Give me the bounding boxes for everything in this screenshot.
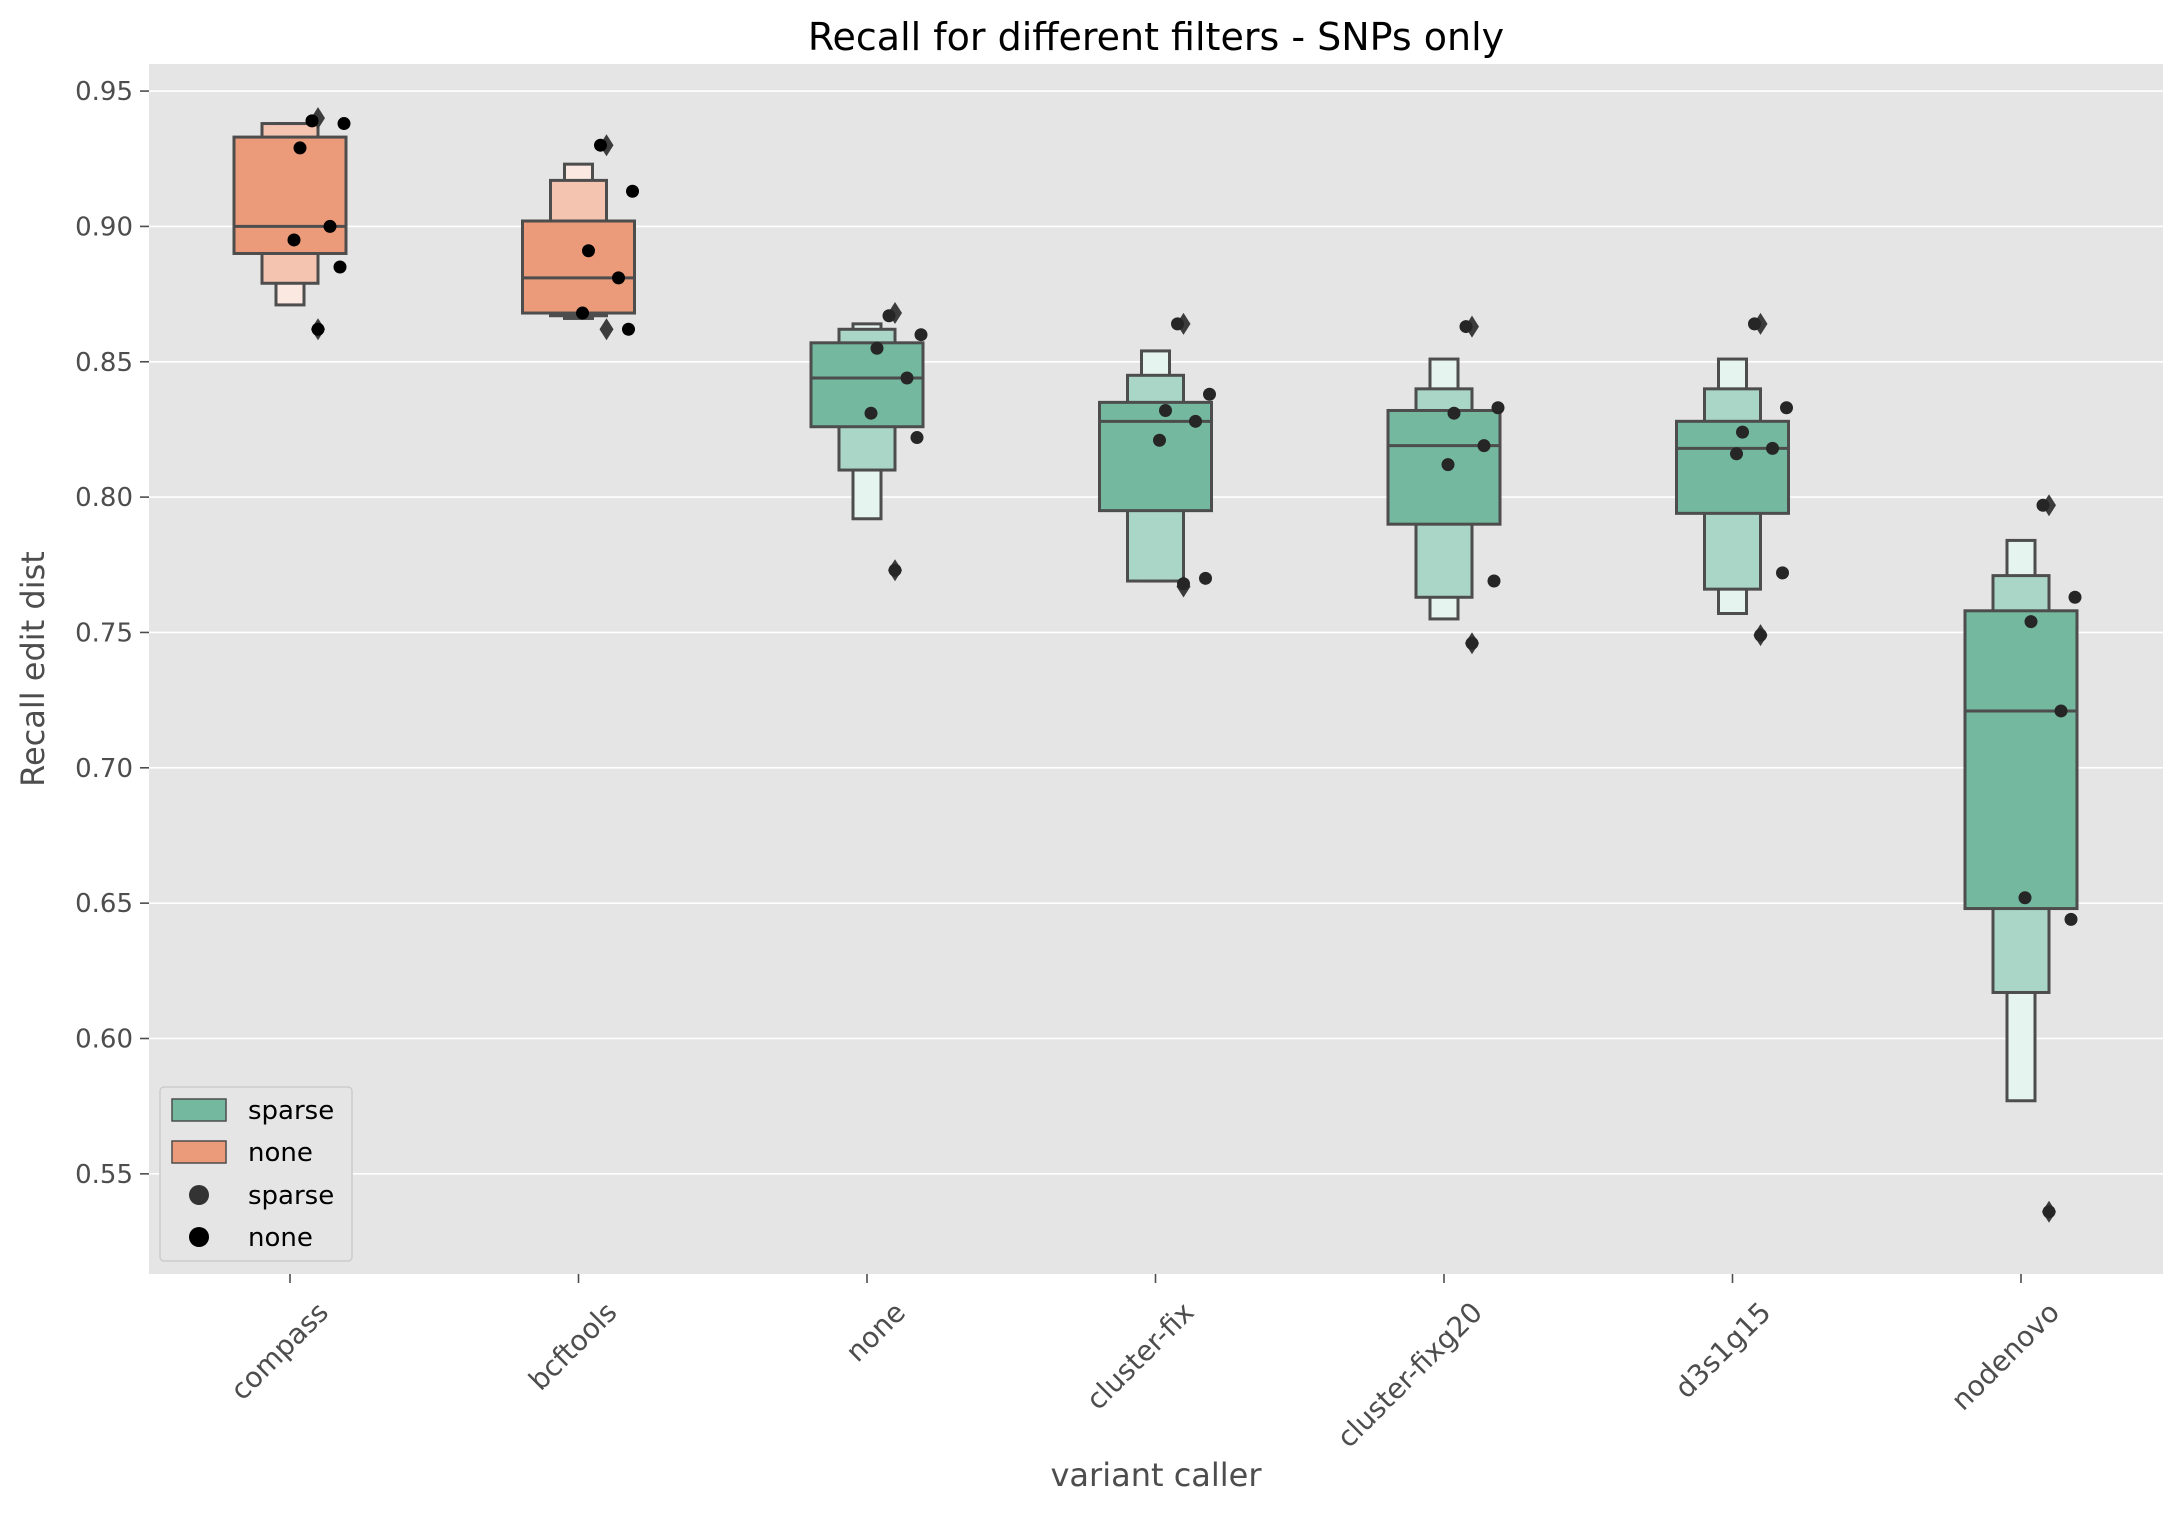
plot-area [149,64,2163,1274]
x-axis-label: variant caller [1050,1456,1262,1494]
y-tick-label: 0.80 [75,483,133,513]
data-point [323,219,337,233]
legend-label-none-marker: none [248,1223,313,1253]
data-point [305,114,319,128]
data-point [910,431,924,445]
y-tick-label: 0.85 [75,348,133,378]
data-point [1199,571,1212,585]
y-tick-label: 0.65 [75,889,133,919]
legend-patch-none [171,1140,227,1164]
data-point [1465,636,1479,650]
chart-title: Recall for different filters - SNPs only [808,15,1504,59]
legend-label-sparse-box: sparse [248,1096,334,1126]
data-point [293,141,307,155]
data-point [1754,628,1767,642]
strip-points [287,114,2082,1219]
data-point [1736,425,1749,439]
y-tick-label: 0.60 [75,1024,133,1054]
data-point [888,563,902,577]
data-point [1189,414,1202,428]
data-point [864,406,878,420]
outlier-marker [599,318,614,341]
data-point [1447,406,1461,420]
x-tick-label: cluster-fix [1080,1296,1201,1417]
data-point [914,328,928,342]
data-point [900,371,914,385]
legend-label-sparse-marker: sparse [248,1181,334,1211]
y-axis-label: Recall edit dist [14,551,52,787]
x-tick-label: compass [224,1296,335,1407]
y-tick-label: 0.75 [75,618,133,648]
data-point [287,233,301,247]
x-tick-label: d3s1g15 [1668,1296,1777,1405]
y-axis: 0.55 0.60 0.65 0.70 0.75 0.80 0.85 0.90 0.95 [75,77,149,1190]
x-tick-label: none [839,1296,912,1369]
data-point [1441,458,1455,472]
data-point [626,184,639,198]
boxen-box [1675,419,1790,515]
data-point [1487,574,1501,588]
data-point [2068,590,2082,604]
legend-label-none-box: none [248,1138,313,1168]
data-point [1776,566,1789,580]
data-point [2024,615,2038,629]
y-tick-label: 0.90 [75,212,133,242]
legend-marker-sparse [189,1185,209,1205]
data-point [1491,401,1505,415]
data-point [576,306,589,320]
data-point [337,117,351,131]
y-tick-label: 0.55 [75,1160,133,1190]
legend: sparse none sparse none [159,1086,353,1262]
legend-marker-none [189,1227,209,1247]
data-point [1730,447,1743,461]
data-point [2018,891,2032,905]
data-point [2036,498,2050,512]
data-point [1780,401,1793,415]
data-point [594,138,607,152]
data-point [882,309,896,323]
y-tick-label: 0.95 [75,77,133,107]
data-point [2054,704,2068,718]
data-point [1459,320,1473,334]
data-point [1153,433,1166,447]
y-tick-label: 0.70 [75,754,133,784]
legend-frame [159,1086,353,1262]
data-point [333,260,347,274]
data-point [870,341,884,355]
data-point [1177,577,1190,591]
data-point [1203,387,1216,401]
data-point [1748,317,1761,331]
data-point [1171,317,1184,331]
boxen-box [232,135,348,255]
boxen-box [1963,609,2079,911]
data-point [2042,1205,2056,1219]
x-tick-label: cluster-fixg20 [1330,1296,1489,1455]
data-point [622,322,635,336]
data-point [1159,403,1172,417]
x-axis: compass bcftools none cluster-fix cluster-fi… [224,1274,2066,1454]
x-tick-label: bcftools [522,1296,623,1397]
legend-patch-sparse [171,1098,227,1122]
data-point [1766,441,1779,455]
data-point [311,322,325,336]
data-point [1477,439,1491,453]
data-point [2064,912,2078,926]
data-point [582,244,595,258]
boxen-box [521,219,636,315]
boxen-groups [232,107,2079,1223]
x-tick-label: nodenovo [1945,1296,2066,1417]
data-point [612,271,625,285]
